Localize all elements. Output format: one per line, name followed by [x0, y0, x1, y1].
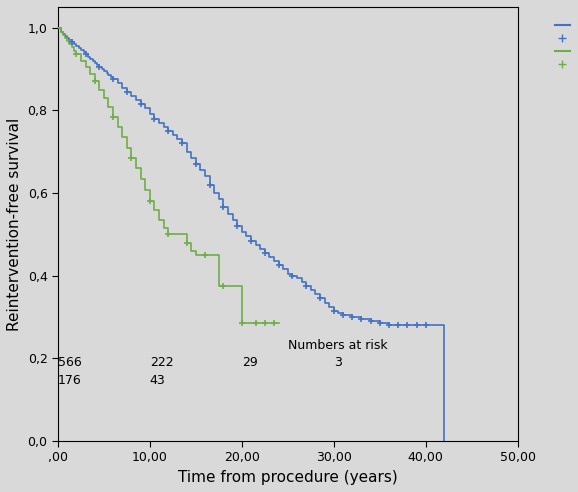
Text: 29: 29	[242, 356, 258, 369]
Text: 566: 566	[58, 356, 81, 369]
Legend: , , , : , , ,	[555, 21, 573, 69]
X-axis label: Time from procedure (years): Time from procedure (years)	[178, 470, 398, 485]
Text: 43: 43	[150, 374, 166, 387]
Y-axis label: Reintervention-free survival: Reintervention-free survival	[7, 118, 22, 331]
Text: Numbers at risk: Numbers at risk	[288, 339, 387, 352]
Text: 3: 3	[334, 356, 342, 369]
Text: 176: 176	[58, 374, 81, 387]
Text: 222: 222	[150, 356, 173, 369]
